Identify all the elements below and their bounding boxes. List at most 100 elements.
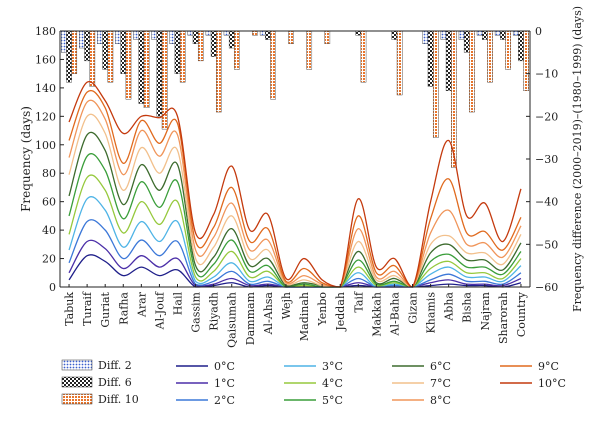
x-tick-label: Sharorah	[497, 292, 510, 344]
legend-label: Diff. 2	[98, 359, 132, 372]
legend-label: 0°C	[214, 360, 235, 373]
line-5c	[68, 153, 522, 288]
bar-diff-2-5	[151, 30, 158, 40]
legend-label: Diff. 6	[98, 376, 132, 389]
x-tick-label: Turaif	[81, 291, 94, 326]
line-7c	[68, 113, 522, 288]
bar-diff-6-23	[482, 30, 488, 40]
axes: 0 20 40 60 80 100 120 140 160 180 0 −10 −20 −30 −40 −50…	[19, 6, 584, 348]
left-tick-label: 160	[35, 53, 56, 66]
bar-diff-2-7	[187, 30, 194, 36]
x-tick-label: Khamis	[425, 292, 438, 334]
left-axis-label: Frequency (days)	[19, 106, 33, 212]
bar-diff-6-18	[391, 30, 398, 40]
bar-diff-6-25	[518, 30, 524, 62]
bar-diff-2-20	[422, 30, 429, 45]
left-tick-label: 0	[49, 281, 56, 294]
bar-diff-10-22	[469, 30, 475, 113]
legend-label: 9°C	[538, 360, 559, 373]
bar-diff-2-2	[97, 30, 103, 45]
x-tick-label: Tabuk	[63, 292, 76, 326]
x-tick-label: Riyadh	[208, 292, 221, 331]
bar-diff-6-0	[66, 30, 72, 83]
x-tick-label: Gizan	[407, 292, 420, 324]
legend-label: 7°C	[430, 377, 451, 390]
bar-diff-6-11	[265, 30, 271, 40]
bar-diff-2-6	[169, 30, 176, 45]
x-tick-label: Gassim	[190, 291, 203, 332]
left-tick-label: 100	[35, 139, 56, 152]
bar-diff-10-23	[487, 30, 493, 83]
bar-diff-6-21	[445, 30, 452, 91]
x-tick-label: Wejh	[280, 292, 293, 319]
bar-diff-6-7	[192, 30, 199, 45]
right-axis-label: Frequency difference (2000–2019)–(1980–1…	[571, 6, 584, 312]
frequency-lines	[68, 80, 522, 288]
bar-diff-10-10	[252, 30, 258, 36]
x-tick-label: Dammam	[244, 291, 257, 345]
x-tick-label: Abha	[443, 292, 456, 322]
bar-diff-2-21	[440, 30, 447, 40]
right-tick-label: −30	[535, 153, 558, 166]
x-tick-label: Rafha	[117, 292, 130, 325]
legend-label: 8°C	[430, 394, 451, 407]
line-9c	[68, 89, 522, 288]
bar-diff-6-3	[120, 30, 127, 74]
bar-diff-10-16	[360, 30, 367, 83]
line-6c	[68, 131, 522, 288]
bar-diff-2-4	[133, 30, 139, 40]
left-tick-label: 180	[35, 25, 56, 38]
legend-label: 6°C	[430, 360, 451, 373]
bar-diff-10-7	[197, 30, 204, 62]
bar-diff-10-13	[306, 30, 313, 70]
x-tick-label: Guriat	[99, 291, 112, 327]
legend-swatch	[61, 393, 93, 405]
legend-label: 2°C	[214, 394, 235, 407]
x-tick-label: Al-Jouf	[153, 291, 166, 330]
left-tick-label: 60	[42, 196, 56, 209]
x-tick-label: Jeddah	[334, 292, 347, 332]
bar-diff-10-0	[71, 30, 78, 74]
x-tick-label: Arar	[135, 291, 148, 318]
legend-label: Diff. 10	[98, 393, 139, 406]
left-tick-label: 40	[42, 224, 56, 237]
bar-diff-2-8	[205, 30, 212, 36]
left-tick-label: 20	[42, 253, 56, 266]
legend-label: 10°C	[538, 377, 566, 390]
bar-diff-10-3	[125, 30, 132, 100]
bar-diff-6-6	[174, 30, 181, 74]
x-tick-label: Al-Ahsa	[262, 292, 275, 336]
bar-diff-2-23	[476, 30, 483, 36]
bar-diff-6-5	[156, 30, 163, 117]
bar-diff-6-8	[210, 30, 217, 57]
right-tick-label: −10	[535, 68, 558, 81]
bar-diff-6-1	[84, 30, 90, 62]
bar-diff-10-8	[216, 30, 222, 113]
bar-diff-10-4	[143, 30, 150, 109]
bar-diff-6-9	[228, 30, 235, 49]
bar-diff-6-2	[102, 30, 108, 70]
line-10c	[68, 80, 522, 288]
bar-diff-10-2	[107, 30, 114, 83]
bar-diff-2-22	[458, 30, 465, 40]
x-tick-label: Yenbo	[316, 292, 329, 327]
line-8c	[68, 99, 522, 288]
bar-diff-6-20	[427, 30, 434, 87]
left-tick-label: 140	[35, 82, 56, 95]
bar-diff-2-3	[115, 30, 121, 45]
legend-swatch	[61, 359, 93, 371]
bar-diff-2-25	[512, 30, 519, 36]
bar-diff-10-12	[288, 30, 294, 45]
legend-label: 3°C	[322, 360, 343, 373]
bar-diff-2-11	[259, 30, 266, 36]
bar-diff-6-22	[463, 30, 470, 53]
bar-diff-10-20	[432, 30, 439, 138]
x-tick-label: Najran	[479, 292, 492, 331]
legend-label: 5°C	[322, 394, 343, 407]
bar-diff-6-16	[355, 30, 362, 36]
bar-diff-2-24	[494, 30, 501, 36]
right-tick-label: −50	[535, 238, 558, 251]
bar-diff-10-11	[270, 30, 276, 100]
x-tick-label: Hail	[172, 292, 185, 316]
